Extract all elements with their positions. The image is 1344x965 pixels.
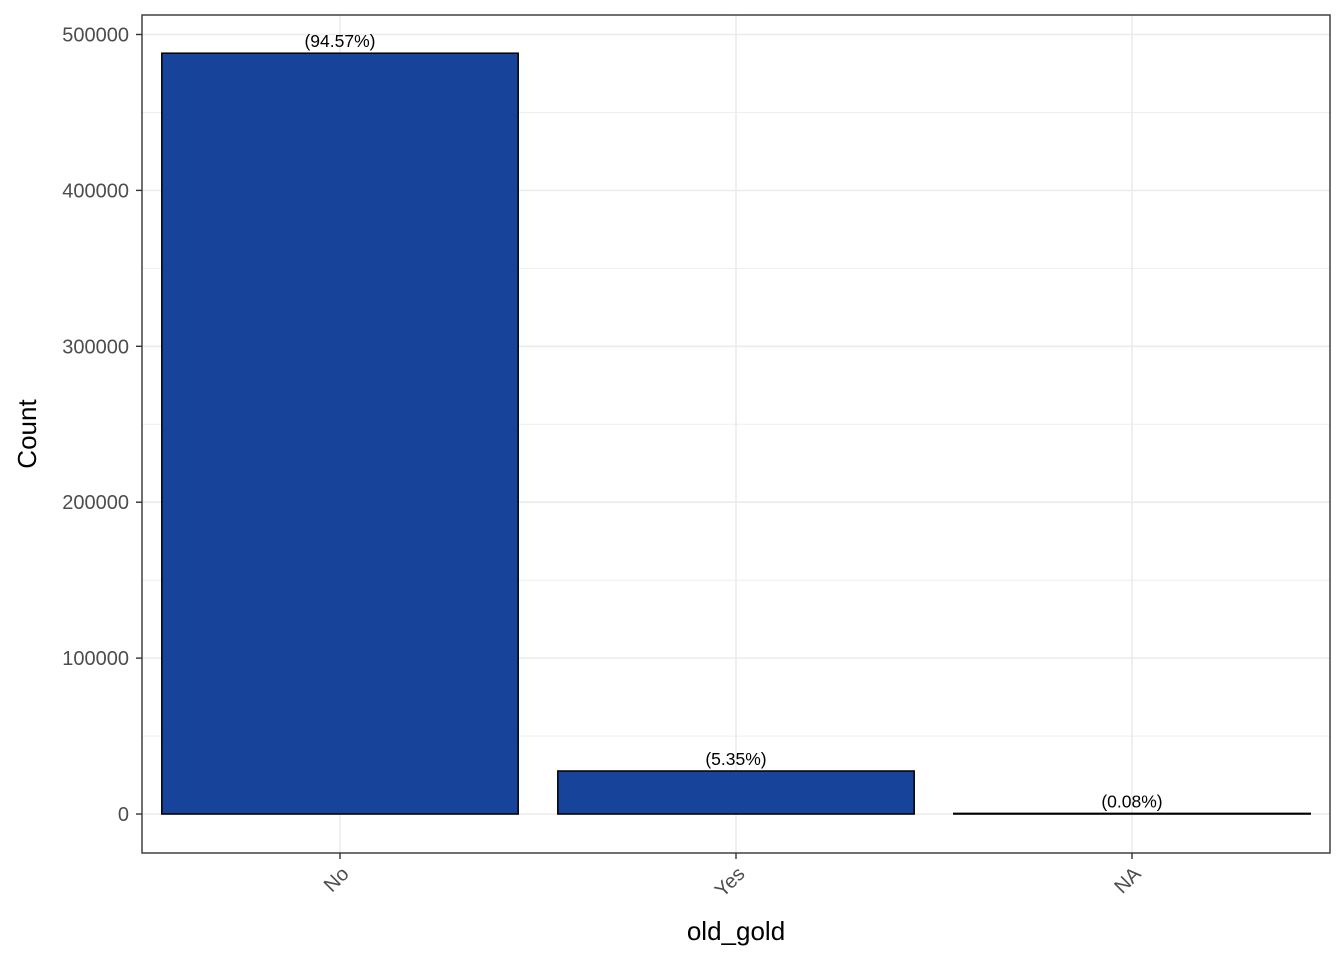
bar-no: [161, 52, 519, 815]
x-axis-title: old_gold: [687, 916, 785, 946]
data-label-yes: (5.35%): [705, 749, 766, 769]
x-tick-label-no: No: [320, 863, 354, 897]
bars-layer: [161, 52, 1311, 815]
x-axis: No Yes NA: [320, 853, 1146, 902]
y-tick-label: 400000: [62, 180, 129, 202]
y-tick-label: 0: [118, 804, 129, 826]
data-label-na: (0.08%): [1101, 791, 1162, 811]
bar-na: [953, 812, 1311, 815]
y-axis: 0 100000 200000 300000 400000 500000: [62, 24, 142, 826]
data-labels-layer: (94.57%) (5.35%) (0.08%): [304, 31, 1162, 811]
y-tick-label: 300000: [62, 336, 129, 358]
x-tick-label-na: NA: [1110, 863, 1146, 899]
y-axis-title: Count: [12, 399, 42, 469]
y-tick-label: 200000: [62, 492, 129, 514]
y-tick-label: 500000: [62, 24, 129, 46]
data-label-no: (94.57%): [304, 31, 375, 51]
bar-yes: [557, 770, 915, 815]
x-tick-label-yes: Yes: [711, 863, 750, 902]
y-tick-label: 100000: [62, 648, 129, 670]
